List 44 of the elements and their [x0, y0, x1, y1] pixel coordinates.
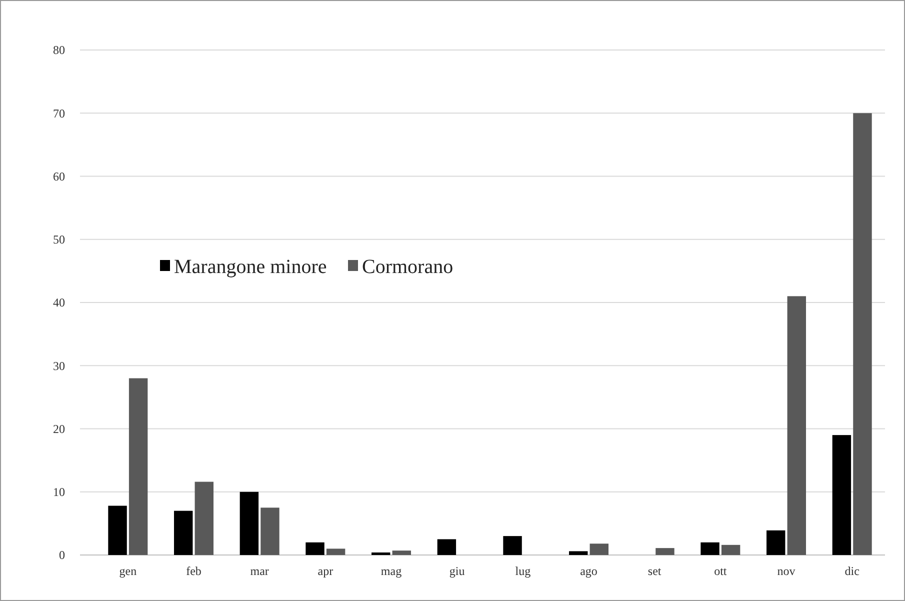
y-tick-label: 0: [59, 548, 65, 562]
y-tick-label: 10: [53, 485, 65, 500]
x-tick-label: giu: [449, 564, 465, 578]
y-tick-label: 50: [53, 232, 65, 247]
bar: [853, 113, 872, 555]
bar: [108, 506, 127, 555]
bar: [260, 508, 280, 555]
x-tick-label: dic: [844, 564, 860, 578]
bar: [326, 548, 346, 555]
x-tick-label: feb: [186, 564, 202, 578]
y-tick-label: 30: [53, 358, 65, 373]
bar: [306, 542, 324, 555]
y-tick-label: 40: [53, 296, 65, 310]
bar: [700, 542, 720, 555]
x-tick-label: gen: [119, 564, 137, 578]
legend-label: Marangone minore: [174, 256, 327, 278]
x-tick-label: mar: [250, 564, 269, 578]
bar: [392, 550, 411, 555]
bar: [787, 296, 806, 555]
bar: [503, 536, 522, 555]
bar: [656, 548, 674, 555]
x-tick-label: nov: [777, 564, 796, 578]
bar: [590, 544, 608, 555]
legend-label: Cormorano: [362, 256, 454, 278]
bar: [721, 544, 740, 555]
x-tick-label: ott: [714, 564, 728, 578]
bar: [766, 530, 786, 555]
y-tick-label: 20: [53, 422, 65, 436]
x-tick-label: mag: [380, 564, 402, 578]
bar: [128, 378, 148, 555]
bar: [832, 435, 852, 555]
bar: [240, 492, 259, 555]
x-tick-label: set: [648, 564, 662, 578]
bar: [194, 482, 214, 555]
bar: [437, 539, 456, 555]
bar: [174, 510, 193, 555]
x-tick-label: ago: [580, 564, 598, 578]
y-tick-label: 70: [53, 106, 65, 120]
bar: [372, 552, 390, 555]
y-tick-label: 60: [53, 169, 65, 184]
y-tick-label: 80: [53, 43, 65, 58]
bar: [569, 551, 588, 555]
x-tick-label: apr: [318, 564, 334, 578]
x-tick-label: lug: [515, 564, 531, 578]
